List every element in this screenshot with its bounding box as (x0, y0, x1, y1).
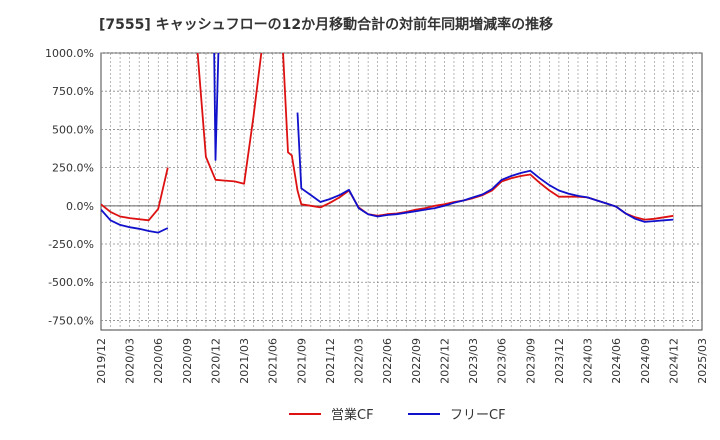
x-tick-label: 2020/12 (209, 338, 222, 384)
y-tick-label: 500.0% (52, 123, 94, 136)
y-tick-label: -250.0% (48, 238, 94, 251)
x-tick-label: 2020/06 (152, 338, 165, 384)
y-tick-label: -500.0% (48, 276, 94, 289)
x-tick-label: 2021/03 (238, 338, 251, 384)
x-tick-label: 2020/03 (124, 338, 137, 384)
x-tick-label: 2023/06 (496, 338, 509, 384)
chart-title: [7555] キャッシュフローの12か月移動合計の対前年同期増減率の推移 (99, 16, 553, 33)
x-tick-label: 2019/12 (95, 338, 108, 384)
x-tick-label: 2021/12 (324, 338, 337, 384)
x-tick-label: 2022/03 (353, 338, 366, 384)
x-tick-label: 2024/03 (582, 338, 595, 384)
plot-area: 1000.0% 750.0% 500.0% 250.0% 0.0% -250.0% -500… (45, 47, 709, 384)
x-tick-label: 2022/09 (410, 338, 423, 384)
plot-frame (100, 52, 703, 331)
series-lines (101, 53, 674, 234)
x-tick-label: 2025/03 (696, 338, 709, 384)
x-tick-label: 2021/09 (295, 338, 308, 384)
x-tick-label: 2023/12 (553, 338, 566, 384)
series-line-free-cf (101, 53, 674, 234)
x-tick-label: 2021/06 (267, 338, 280, 384)
y-tick-label: 750.0% (52, 85, 94, 98)
x-tick-label: 2022/12 (438, 338, 451, 384)
legend-label: 営業CF (331, 407, 374, 423)
x-tick-label: 2020/09 (181, 338, 194, 384)
x-tick-label: 2024/09 (639, 338, 652, 384)
y-tick-label: 0.0% (66, 200, 94, 213)
y-tick-label: 250.0% (52, 162, 94, 175)
y-tick-label: -750.0% (48, 314, 94, 327)
y-tick-label: 1000.0% (45, 47, 94, 60)
x-tick-label: 2024/06 (610, 338, 623, 384)
legend-label: フリーCF (450, 408, 506, 423)
x-tick-label: 2023/09 (524, 338, 537, 384)
x-tick-label: 2023/03 (467, 338, 480, 384)
x-tick-label: 2022/06 (381, 338, 394, 384)
x-tick-label: 2024/12 (667, 338, 680, 384)
legend: 営業CF フリーCF (289, 407, 506, 423)
